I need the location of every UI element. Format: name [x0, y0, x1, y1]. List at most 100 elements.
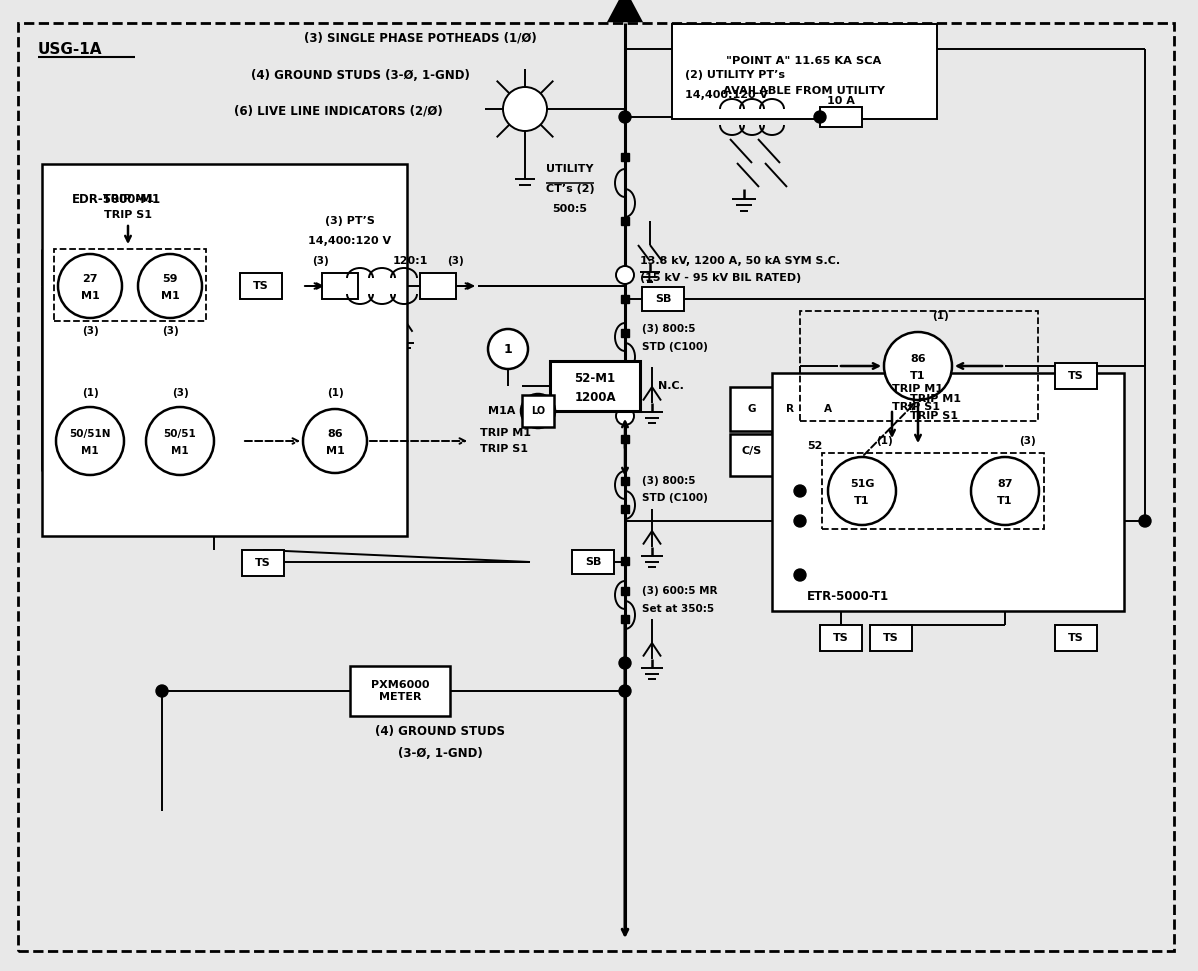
Bar: [242, 550, 284, 576]
Circle shape: [56, 407, 125, 475]
Bar: [42, 164, 407, 536]
Text: T1: T1: [910, 371, 926, 381]
Bar: [621, 505, 629, 514]
Text: PXM6000
METER: PXM6000 METER: [370, 681, 429, 702]
Text: 1: 1: [503, 343, 513, 355]
Text: ETR-5000-T1: ETR-5000-T1: [807, 589, 889, 602]
Text: (3): (3): [162, 326, 179, 336]
Text: (3): (3): [447, 256, 464, 266]
Text: C/S: C/S: [742, 446, 762, 456]
Circle shape: [616, 266, 634, 284]
Text: 500:5: 500:5: [552, 204, 587, 214]
Bar: [621, 435, 629, 443]
Bar: [642, 287, 684, 311]
Bar: [819, 625, 863, 651]
Text: (1): (1): [932, 311, 949, 321]
Bar: [1055, 363, 1097, 389]
Text: TRIP S1: TRIP S1: [104, 210, 152, 220]
Bar: [54, 249, 206, 321]
Text: (15 kV - 95 kV BIL RATED): (15 kV - 95 kV BIL RATED): [640, 273, 801, 283]
Circle shape: [303, 409, 367, 473]
Text: TS: TS: [1069, 371, 1084, 381]
Text: (3) PT’S: (3) PT’S: [325, 216, 375, 226]
Bar: [672, 24, 937, 119]
Bar: [822, 453, 1043, 529]
Text: M1: M1: [171, 446, 189, 456]
Text: (3) SINGLE PHASE POTHEADS (1/Ø): (3) SINGLE PHASE POTHEADS (1/Ø): [303, 31, 537, 45]
Text: LO: LO: [531, 406, 545, 416]
Circle shape: [503, 87, 547, 131]
Bar: [621, 556, 629, 565]
Text: "POINT A" 11.65 KA SCA: "POINT A" 11.65 KA SCA: [726, 56, 882, 66]
Circle shape: [521, 394, 555, 428]
Text: 10 A: 10 A: [827, 96, 855, 106]
Text: M1A: M1A: [488, 406, 515, 416]
Text: TS: TS: [1069, 633, 1084, 643]
Text: (1): (1): [876, 436, 893, 446]
Text: 13.8 kV, 1200 A, 50 kA SYM S.C.: 13.8 kV, 1200 A, 50 kA SYM S.C.: [640, 256, 840, 266]
Text: 52: 52: [807, 441, 823, 451]
Text: TRIP M1: TRIP M1: [893, 384, 943, 394]
Bar: [730, 434, 852, 476]
Text: (3): (3): [311, 256, 328, 266]
Bar: [1055, 625, 1097, 651]
Polygon shape: [609, 0, 641, 21]
Text: 120:1: 120:1: [392, 256, 428, 266]
Text: (3-Ø, 1-GND): (3-Ø, 1-GND): [398, 747, 483, 759]
Bar: [870, 625, 912, 651]
Text: (2) UTILITY PT’s: (2) UTILITY PT’s: [685, 70, 785, 80]
Bar: [621, 329, 629, 337]
Bar: [621, 615, 629, 623]
Text: EDR-5000-M1: EDR-5000-M1: [72, 192, 161, 206]
Bar: [522, 395, 553, 427]
Text: (1): (1): [81, 388, 98, 398]
Circle shape: [619, 685, 631, 697]
Text: M1: M1: [161, 291, 180, 301]
Text: (4) GROUND STUDS: (4) GROUND STUDS: [375, 724, 506, 738]
Text: 52-M1: 52-M1: [574, 372, 616, 385]
Circle shape: [488, 329, 528, 369]
Bar: [621, 586, 629, 595]
Bar: [621, 295, 629, 303]
Circle shape: [616, 407, 634, 425]
Text: 59: 59: [162, 274, 177, 284]
Circle shape: [732, 389, 772, 429]
Text: TS: TS: [253, 281, 268, 291]
Text: (3): (3): [1018, 436, 1035, 446]
Text: UTILITY: UTILITY: [546, 164, 594, 174]
Text: TRIP S1: TRIP S1: [893, 402, 940, 412]
Text: (3) 800:5: (3) 800:5: [642, 324, 696, 334]
Text: TRIP M1: TRIP M1: [480, 428, 531, 438]
Text: A: A: [824, 404, 831, 414]
Text: TRIP M1: TRIP M1: [910, 394, 961, 404]
Text: N.C.: N.C.: [658, 381, 684, 391]
Text: STD (C100): STD (C100): [642, 342, 708, 352]
Text: SB: SB: [585, 557, 601, 567]
Text: R: R: [786, 404, 794, 414]
Bar: [772, 373, 1124, 611]
Text: (4) GROUND STUDS (3-Ø, 1-GND): (4) GROUND STUDS (3-Ø, 1-GND): [250, 69, 470, 82]
Circle shape: [813, 111, 825, 123]
Circle shape: [828, 457, 896, 525]
Text: (3): (3): [81, 326, 98, 336]
Text: T1: T1: [997, 496, 1012, 506]
Circle shape: [619, 657, 631, 669]
Text: 87: 87: [997, 479, 1012, 489]
Circle shape: [794, 569, 806, 581]
Text: 27: 27: [83, 274, 98, 284]
Bar: [819, 107, 863, 127]
Text: 86: 86: [910, 354, 926, 364]
Bar: [420, 273, 456, 299]
Text: CT’s (2): CT’s (2): [545, 184, 594, 194]
Text: 50/51: 50/51: [164, 429, 196, 439]
Circle shape: [138, 254, 202, 318]
Bar: [800, 311, 1037, 421]
Circle shape: [1139, 515, 1151, 527]
Circle shape: [884, 332, 952, 400]
Bar: [730, 387, 852, 431]
Circle shape: [770, 389, 810, 429]
Text: T1: T1: [854, 496, 870, 506]
Text: G: G: [748, 404, 756, 414]
Circle shape: [156, 685, 168, 697]
Circle shape: [58, 254, 122, 318]
